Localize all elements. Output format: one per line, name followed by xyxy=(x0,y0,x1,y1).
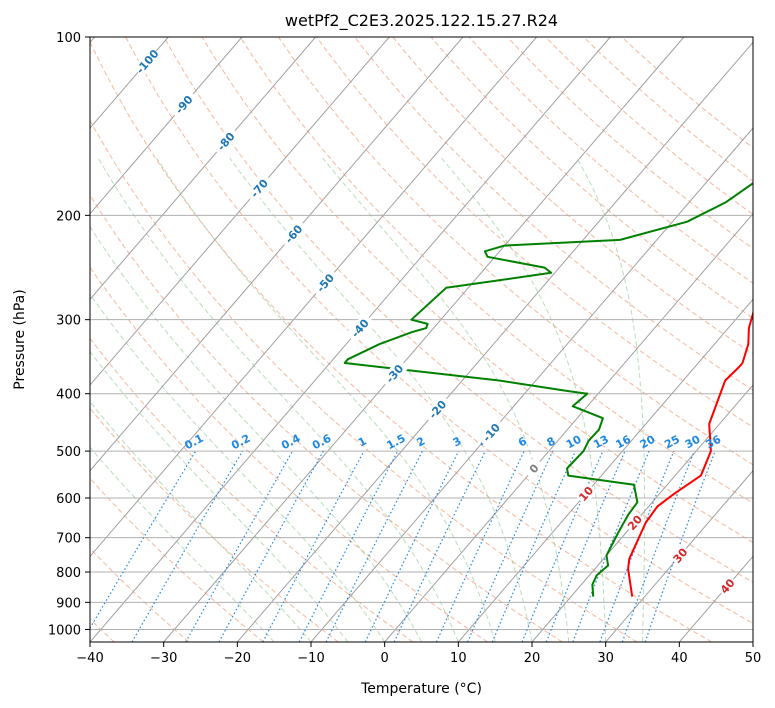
mixing-ratio-line xyxy=(185,450,294,642)
isotherm-label-bg xyxy=(574,482,598,506)
isotherm xyxy=(90,37,390,386)
x-axis-label: Temperature (°C) xyxy=(360,681,482,697)
isotherm-label-bg xyxy=(379,358,409,389)
isotherm xyxy=(90,37,243,215)
y-tick-label: 1000 xyxy=(48,623,81,638)
moist-adiabat xyxy=(322,157,570,642)
y-tick-label: 800 xyxy=(56,566,81,581)
isotherm xyxy=(384,212,753,642)
dry-adiabat xyxy=(90,119,638,642)
isotherm-label-bg xyxy=(422,394,452,425)
moist-adiabat xyxy=(576,157,646,642)
profile-lines xyxy=(343,182,753,597)
isotherm-label-bg xyxy=(211,126,241,157)
mixing-ratio-line xyxy=(218,450,324,642)
isotherm-label-bg xyxy=(623,511,646,534)
axes: −40 −30 −20 −10 0 10 20 30 40 50 100 200 300 400 500 60… xyxy=(48,31,761,666)
mixing-ratio-label: 16 xyxy=(613,433,633,452)
x-tick-label: −10 xyxy=(297,651,324,666)
isotherm-label-bg xyxy=(716,574,739,598)
chart-title: wetPf2_C2E3.2025.122.15.27.R24 xyxy=(285,11,558,31)
isotherm xyxy=(90,37,464,472)
dry-adiabat xyxy=(90,337,414,642)
mixing-ratio-label: 20 xyxy=(638,433,658,452)
mixing-ratio-label: 25 xyxy=(662,433,682,452)
mixing-ratio-line xyxy=(435,450,525,642)
mixing-ratio-line xyxy=(491,450,576,642)
y-tick-label: 600 xyxy=(56,492,81,507)
x-tick-label: −30 xyxy=(150,651,177,666)
temperature-line xyxy=(627,309,753,597)
y-tick-label: 700 xyxy=(56,532,81,547)
isotherm-label-bg xyxy=(169,89,199,120)
y-tick-label: 300 xyxy=(56,314,81,329)
x-tick-label: 50 xyxy=(745,651,762,666)
y-tick-label: 500 xyxy=(56,445,81,460)
dry-adiabat xyxy=(545,37,753,216)
dry-adiabat xyxy=(430,37,753,319)
x-tick-label: −20 xyxy=(224,651,251,666)
moist-adiabat xyxy=(441,157,607,642)
dry-adiabat xyxy=(239,37,753,504)
dry-adiabat xyxy=(468,37,753,284)
dry-adiabat xyxy=(125,37,753,624)
moist-adiabat xyxy=(90,225,422,642)
x-tick-label: 10 xyxy=(450,651,467,666)
dewpoint-line xyxy=(343,182,753,597)
mixing-ratio-line xyxy=(393,450,486,642)
y-axis-label: Pressure (hPa) xyxy=(12,289,28,389)
y-tick-label: 100 xyxy=(56,31,81,46)
y-tick-label: 400 xyxy=(56,388,81,403)
dry-adiabat xyxy=(583,37,753,182)
isotherm-label-bg xyxy=(668,544,692,567)
isotherm-label-bg xyxy=(279,218,309,250)
mixing-ratio-line xyxy=(521,450,604,642)
moist-adiabat xyxy=(90,293,386,642)
isotherm xyxy=(310,127,753,642)
mixing-ratio-line xyxy=(90,450,197,630)
isotherm xyxy=(90,37,538,558)
mixing-ratio-line xyxy=(364,450,460,642)
x-tick-label: 0 xyxy=(381,651,389,666)
dry-adiabat xyxy=(201,37,753,543)
x-tick-label: 40 xyxy=(671,651,688,666)
isotherm-label-bg xyxy=(476,417,506,448)
isotherm xyxy=(605,469,753,642)
mixing-ratio-line xyxy=(466,450,554,642)
isotherm xyxy=(236,41,753,642)
mixing-ratio-label: 13 xyxy=(591,433,611,452)
plot-frame xyxy=(89,36,754,643)
isotherm xyxy=(531,384,753,642)
dry-adiabat xyxy=(621,37,753,149)
mixing-ratio-line xyxy=(131,450,244,642)
isotherm-label-bg xyxy=(244,173,274,204)
dry-adiabat xyxy=(354,37,753,391)
plot-background xyxy=(90,37,753,642)
plot-area xyxy=(90,37,753,642)
mixing-ratio-label: 36 xyxy=(704,433,724,452)
isotherm-label-bg xyxy=(132,46,162,77)
isotherm xyxy=(163,37,685,642)
isotherm xyxy=(457,298,753,642)
isotherm-label-bg xyxy=(522,457,546,480)
x-tick-label: 30 xyxy=(597,651,614,666)
y-tick-label: 200 xyxy=(56,209,81,224)
dry-adiabat xyxy=(90,194,563,642)
isotherm xyxy=(90,37,611,642)
x-tick-label: −40 xyxy=(76,651,103,666)
dry-adiabat xyxy=(90,40,712,642)
y-tick-label: 900 xyxy=(56,596,81,611)
mixing-ratio-label: 10 xyxy=(564,433,584,452)
isotherm xyxy=(752,641,753,642)
mixing-ratio-label: 30 xyxy=(683,433,703,452)
isotherm-label-bg xyxy=(345,312,375,344)
x-tick-label: 20 xyxy=(524,651,541,666)
isotherm-label-bg xyxy=(310,267,340,299)
